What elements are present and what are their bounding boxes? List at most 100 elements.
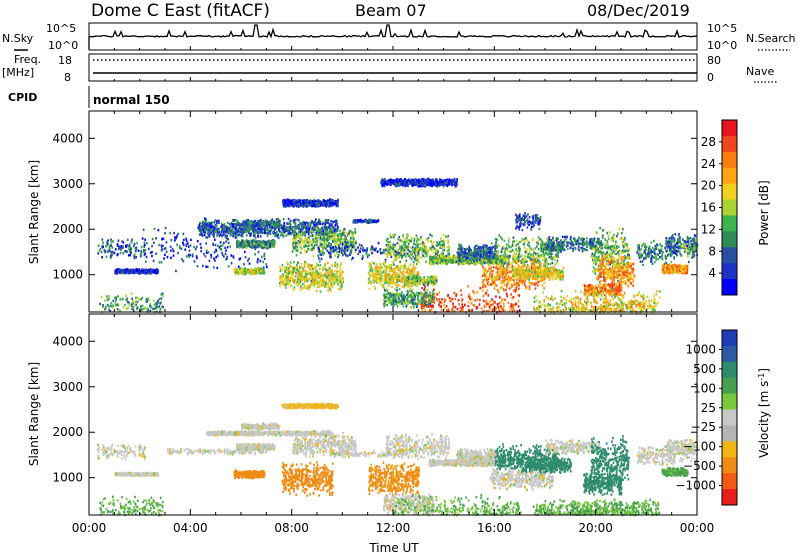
power-cell: [440, 246, 443, 249]
power-cell: [229, 230, 232, 233]
power-cell: [244, 256, 247, 259]
power-cell: [336, 242, 338, 245]
power-cell: [425, 255, 428, 258]
power-cell: [368, 278, 371, 282]
power-cell: [234, 273, 237, 276]
power-cell: [112, 240, 114, 243]
power-cell: [448, 245, 450, 248]
power-cell: [297, 269, 300, 272]
power-cell: [299, 270, 301, 274]
power-cell: [352, 235, 355, 238]
power-cell: [305, 273, 308, 276]
power-cell: [285, 274, 287, 277]
power-cell: [345, 232, 348, 235]
power-cell: [344, 234, 346, 238]
power-cell: [415, 234, 418, 237]
power-cell: [416, 237, 419, 240]
power-cell: [295, 227, 297, 230]
power-cell: [232, 235, 234, 238]
power-cell: [205, 228, 208, 231]
power-cell: [112, 299, 115, 302]
power-cell: [297, 279, 299, 282]
power-cell: [283, 226, 286, 229]
power-cell: [280, 280, 283, 283]
power-cell: [234, 236, 237, 239]
power-cell: [334, 202, 336, 205]
power-cell: [338, 244, 341, 247]
power-cell: [287, 217, 290, 221]
power-cell: [338, 236, 341, 239]
power-cell: [108, 249, 111, 252]
power-cell: [398, 235, 401, 239]
power-cell: [303, 233, 306, 237]
power-cell: [372, 277, 375, 280]
power-cell: [398, 279, 401, 283]
power-cell: [393, 249, 396, 253]
power-cell: [162, 294, 164, 298]
power-cell: [296, 245, 299, 249]
power-cell: [326, 282, 328, 286]
power-cell: [153, 303, 156, 307]
power-cell: [392, 247, 395, 250]
power-cell: [409, 287, 412, 291]
power-cell: [135, 268, 138, 271]
power-cell: [311, 220, 313, 223]
power-cell: [316, 262, 318, 266]
power-cell: [323, 237, 326, 240]
power-cell: [327, 283, 329, 286]
power-cell: [315, 227, 318, 230]
power-cell: [303, 264, 306, 267]
power-cell: [325, 228, 327, 231]
power-cell: [281, 275, 284, 278]
power-cell: [372, 220, 375, 223]
power-cell: [232, 223, 235, 226]
power-cell: [245, 234, 248, 237]
power-cell: [246, 228, 248, 231]
power-cell: [335, 227, 338, 231]
power-cell: [324, 219, 327, 222]
power-cell: [294, 225, 297, 229]
power-cell: [401, 291, 403, 294]
power-cell: [224, 252, 227, 256]
power-cell: [311, 248, 314, 251]
power-cell: [232, 229, 234, 232]
power-cell: [388, 251, 390, 254]
power-cell: [292, 268, 295, 272]
power-cell: [277, 226, 280, 229]
power-cell: [295, 225, 298, 228]
power-cell: [114, 270, 116, 273]
power-cell: [306, 205, 308, 208]
power-cell: [422, 249, 424, 253]
power-cell: [317, 272, 319, 275]
power-cell: [320, 250, 322, 253]
power-cell: [405, 271, 408, 274]
power-cell: [324, 284, 327, 287]
power-cell: [288, 282, 291, 285]
power-cell: [243, 271, 246, 274]
power-cell: [255, 271, 258, 275]
power-cell: [404, 262, 407, 266]
power-cell: [341, 247, 343, 251]
power-cell: [330, 284, 333, 287]
power-cell: [314, 267, 316, 270]
power-cell: [239, 242, 241, 246]
power-cell: [420, 256, 423, 259]
power-cell: [125, 270, 128, 273]
power-cell: [409, 263, 412, 266]
power-cell: [337, 281, 339, 284]
power-cell: [293, 286, 296, 289]
power-cell: [425, 245, 428, 249]
power-cell: [330, 256, 332, 259]
power-cell: [156, 301, 158, 304]
power-cell: [359, 250, 361, 253]
power-cell: [297, 284, 299, 287]
power-cell: [308, 268, 311, 271]
power-cell: [278, 220, 280, 223]
power-cell: [295, 254, 298, 257]
power-cell: [143, 253, 146, 257]
power-cell: [133, 269, 136, 273]
power-cell: [196, 240, 199, 243]
power-cell: [249, 243, 252, 246]
power-heatmap-cells: [97, 177, 699, 314]
power-cell: [300, 204, 303, 208]
